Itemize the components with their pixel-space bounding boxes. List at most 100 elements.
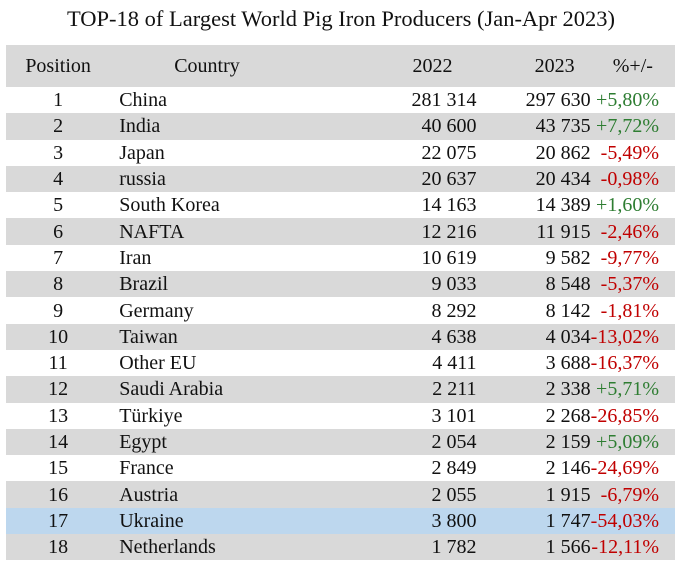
- cell-change: -5,49%: [600, 141, 659, 164]
- cell-country: South Korea: [119, 194, 220, 217]
- cell-change: +7,72%: [596, 115, 659, 138]
- cell-2022: 2 055: [431, 483, 477, 506]
- cell-2023: 20 434: [535, 168, 591, 191]
- cell-change: -1,81%: [600, 299, 659, 322]
- cell-2022: 281 314: [411, 89, 477, 112]
- table-row: 4 russia 20 637 20 434 -0,98%: [6, 165, 675, 193]
- cell-position: 13: [48, 404, 69, 427]
- cell-position: 17: [48, 509, 69, 532]
- cell-2023: 2 268: [545, 404, 591, 427]
- cell-2023: 1 747: [545, 509, 591, 532]
- cell-country: Iran: [119, 246, 152, 269]
- cell-2023: 14 389: [535, 194, 591, 217]
- cell-2023: 1 566: [545, 536, 591, 559]
- cell-2023: 2 338: [545, 378, 591, 401]
- cell-position: 2: [53, 115, 64, 138]
- column-header-2023: 2023: [534, 55, 575, 77]
- cell-position: 11: [48, 352, 68, 375]
- table-row: 9 Germany 8 292 8 142 -1,81%: [6, 297, 675, 323]
- cell-2022: 9 033: [431, 273, 477, 296]
- cell-country: France: [119, 457, 174, 480]
- cell-2022: 40 600: [421, 115, 477, 138]
- cell-2022: 14 163: [421, 194, 477, 217]
- cell-2022: 2 054: [431, 431, 477, 453]
- cell-2023: 20 862: [535, 141, 591, 164]
- cell-2023: 4 034: [545, 325, 591, 348]
- cell-position: 3: [53, 141, 64, 164]
- table-row: 2 India 40 600 43 735 +7,72%: [6, 113, 675, 140]
- cell-country: Other EU: [119, 352, 197, 375]
- cell-country: Brazil: [119, 273, 169, 296]
- cell-position: 8: [53, 273, 64, 296]
- cell-country: russia: [119, 168, 166, 191]
- table-row: 13 Türkiye 3 101 2 268 -26,85%: [6, 403, 675, 429]
- cell-country: Türkiye: [119, 404, 183, 427]
- cell-2023: 9 582: [545, 246, 591, 269]
- table-title: TOP-18 of Largest World Pig Iron Produce…: [66, 6, 616, 31]
- cell-change: +1,60%: [596, 194, 659, 217]
- table-row: 14 Egypt 2 054 2 159 +5,09%: [6, 428, 675, 456]
- table-row: 16 Austria 2 055 1 915 -6,79%: [6, 481, 675, 508]
- cell-position: 5: [53, 194, 64, 217]
- cell-position: 16: [48, 483, 69, 506]
- cell-country: India: [119, 115, 161, 138]
- cell-country: China: [119, 89, 167, 112]
- cell-2022: 3 800: [431, 509, 477, 532]
- cell-2023: 2 146: [545, 457, 591, 480]
- cell-2023: 297 630: [525, 89, 591, 112]
- cell-2022: 8 292: [431, 299, 477, 322]
- cell-2022: 22 075: [421, 141, 477, 164]
- cell-country: Japan: [119, 141, 165, 164]
- table-row: 5 South Korea 14 163 14 389 +1,60%: [6, 192, 675, 218]
- cell-2022: 4 411: [432, 352, 477, 375]
- cell-2022: 12 216: [421, 220, 477, 243]
- cell-change: -5,37%: [600, 273, 659, 296]
- cell-country: Ukraine: [119, 509, 184, 532]
- cell-2022: 3 101: [431, 404, 477, 427]
- cell-country: Taiwan: [119, 325, 178, 348]
- cell-2023: 43 735: [535, 115, 591, 138]
- cell-2023: 8 548: [545, 273, 591, 296]
- cell-position: 1: [53, 89, 64, 112]
- cell-position: 12: [48, 378, 69, 401]
- cell-position: 14: [48, 431, 69, 453]
- cell-2022: 2 849: [431, 457, 477, 480]
- cell-2023: 3 688: [545, 352, 591, 375]
- table-row: 11 Other EU 4 411 3 688 -16,37%: [6, 350, 675, 376]
- cell-2023: 8 142: [545, 299, 591, 322]
- cell-2023: 1 915: [545, 483, 591, 506]
- column-header-change: %+/-: [612, 55, 653, 77]
- column-header-country: Country: [174, 55, 240, 77]
- cell-country: Netherlands: [119, 536, 216, 559]
- table-row: 3 Japan 22 075 20 862 -5,49%: [6, 140, 675, 166]
- cell-2022: 1 782: [431, 536, 477, 559]
- cell-position: 6: [53, 220, 64, 243]
- cell-position: 7: [53, 246, 64, 269]
- table-row: 8 Brazil 9 033 8 548 -5,37%: [6, 271, 675, 298]
- cell-country: NAFTA: [119, 220, 185, 243]
- column-header-position: Position: [25, 55, 91, 77]
- table-row: 15 France 2 849 2 146 -24,69%: [6, 455, 675, 481]
- cell-change: -13,02%: [590, 325, 659, 348]
- cell-2022: 10 619: [421, 246, 477, 269]
- cell-country: Saudi Arabia: [119, 378, 224, 401]
- cell-change: -16,37%: [590, 352, 659, 375]
- cell-2023: 2 159: [545, 431, 591, 453]
- table-row: 7 Iran 10 619 9 582 -9,77%: [6, 245, 675, 271]
- cell-country: Germany: [119, 299, 194, 322]
- table-row: 18 Netherlands 1 782 1 566 -12,11%: [6, 534, 675, 561]
- cell-change: -24,69%: [590, 457, 659, 480]
- table-row: 12 Saudi Arabia 2 211 2 338 +5,71%: [6, 376, 675, 403]
- cell-change: -2,46%: [600, 220, 659, 243]
- table-row: 10 Taiwan 4 638 4 034 -13,02%: [6, 323, 675, 350]
- cell-position: 15: [48, 457, 69, 480]
- table-row: 6 NAFTA 12 216 11 915 -2,46%: [6, 218, 675, 245]
- cell-position: 4: [53, 168, 64, 191]
- cell-position: 18: [48, 536, 69, 559]
- cell-2022: 20 637: [421, 168, 477, 191]
- cell-change: -0,98%: [600, 168, 659, 191]
- cell-change: -26,85%: [590, 404, 659, 427]
- table-row: 1 China 281 314 297 630 +5,80%: [6, 87, 675, 113]
- cell-2023: 11 915: [536, 220, 591, 243]
- producers-table: Position Country 2022 2023 %+/- 1 China 28…: [6, 45, 675, 561]
